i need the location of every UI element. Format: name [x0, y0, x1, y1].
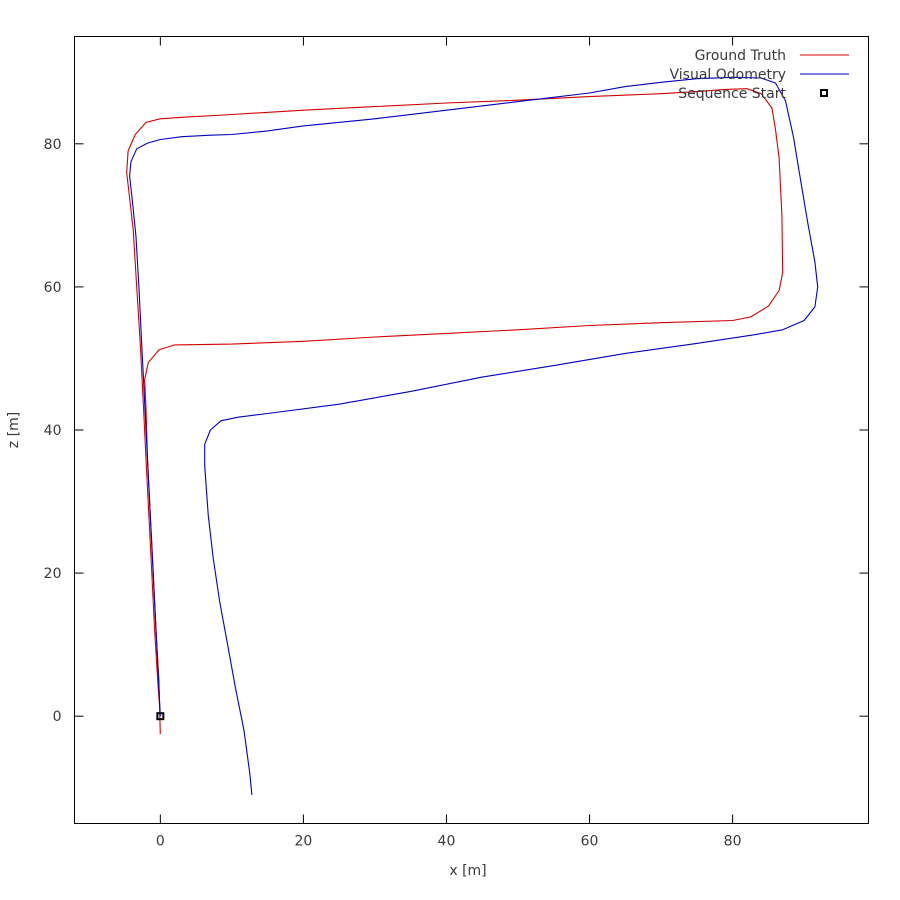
legend-label-visual-odometry: Visual Odometry: [670, 67, 787, 83]
x-tick-label: 20: [294, 834, 312, 850]
axis-ticks: [74, 36, 869, 824]
y-tick-label: 80: [44, 137, 62, 153]
sequence-start-marker: [156, 712, 165, 721]
x-tick-label: 60: [581, 834, 599, 850]
x-tick-label: 40: [438, 834, 456, 850]
legend-label-sequence-start: Sequence Start: [678, 86, 786, 102]
x-tick-label: 0: [156, 834, 165, 850]
legend-swatch-sequence-start: [820, 89, 828, 97]
x-tick-label: 80: [724, 834, 742, 850]
y-axis-label: z [m]: [6, 412, 22, 448]
series-line-ground-truth: [126, 88, 784, 735]
marker-layer: [156, 712, 165, 721]
y-tick-label: 0: [53, 709, 62, 725]
series-layer: [126, 76, 819, 795]
legend-label-ground-truth: Ground Truth: [695, 48, 786, 64]
series-line-visual-odometry: [129, 76, 819, 795]
y-tick-label: 60: [44, 280, 62, 296]
tick-labels: 0 20 40 60 80 0 20 40 60 80: [44, 137, 742, 850]
x-axis-label: x [m]: [449, 863, 486, 879]
plot-frame: [74, 36, 869, 824]
y-tick-label: 20: [44, 566, 62, 582]
legend: Ground Truth Visual Odometry Sequence Star…: [670, 48, 849, 102]
y-tick-label: 40: [44, 423, 62, 439]
